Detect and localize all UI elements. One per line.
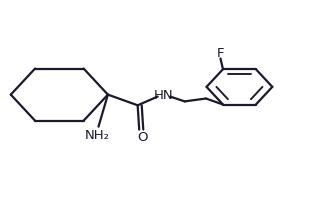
Text: HN: HN	[154, 88, 173, 101]
Text: NH₂: NH₂	[84, 129, 109, 142]
Text: O: O	[137, 131, 148, 144]
Text: F: F	[217, 46, 224, 59]
